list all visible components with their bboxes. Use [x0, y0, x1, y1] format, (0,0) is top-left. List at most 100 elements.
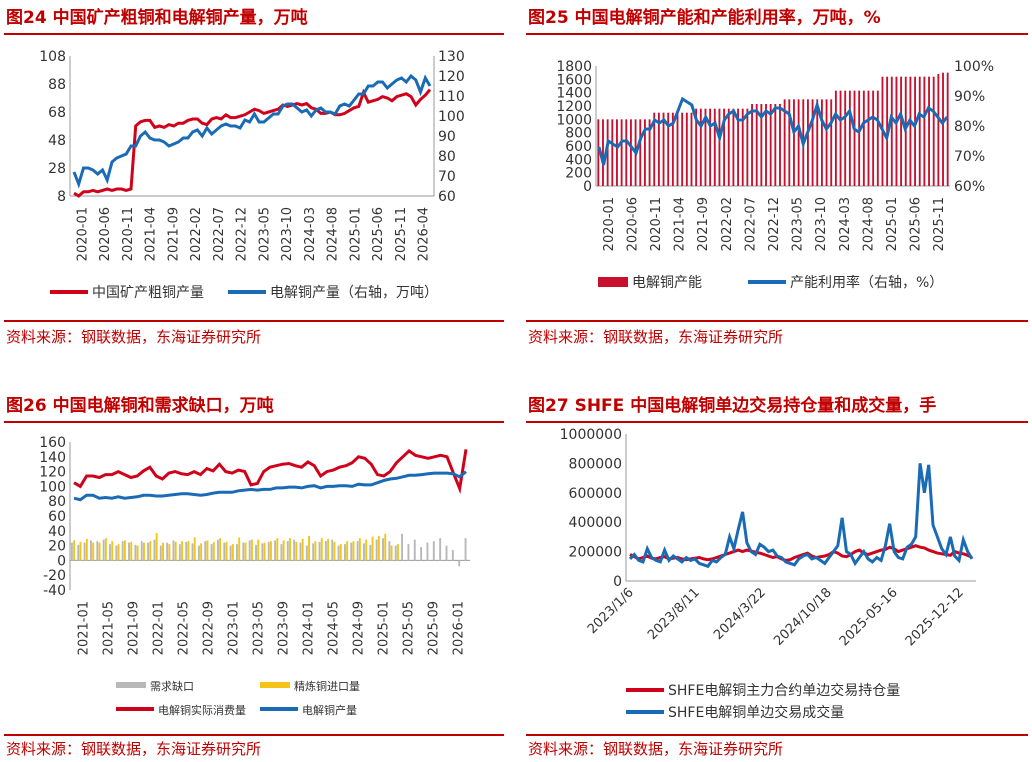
capacity-bar — [779, 104, 781, 186]
series-line — [72, 73, 432, 189]
y-tick-label: 20 — [48, 539, 66, 555]
capacity-bar — [602, 119, 604, 186]
y2-tick-label: 130 — [438, 49, 465, 65]
y2-tick-label: 90% — [954, 89, 985, 105]
x-tick-label: 2023/8/11 — [645, 585, 703, 643]
x-tick-label: 2022-07 — [212, 207, 227, 261]
y-tick-label: 0 — [613, 574, 622, 590]
y2-tick-label: 80% — [954, 119, 985, 135]
capacity-bar — [909, 76, 912, 186]
capacity-bar — [834, 90, 837, 186]
x-tick-label: 2025-12-12 — [903, 585, 967, 649]
capacity-bar — [723, 108, 726, 186]
series-line — [73, 88, 432, 198]
import-bar — [365, 539, 368, 561]
capacity-bar — [816, 99, 819, 186]
gap-bar — [90, 540, 92, 561]
gap-bar — [413, 539, 416, 561]
gap-bar — [172, 540, 175, 561]
import-bar — [339, 544, 342, 561]
y-tick-label: 200000 — [569, 545, 622, 561]
import-bar — [327, 538, 330, 561]
import-bar — [200, 543, 203, 561]
import-bar — [352, 541, 355, 561]
y-tick-label: 400000 — [569, 515, 622, 531]
y-tick-label: 108 — [39, 49, 66, 65]
capacity-bar — [844, 90, 847, 186]
gap-bar — [197, 545, 200, 561]
y-tick-label: 1000 — [556, 112, 592, 128]
legend-swatch — [598, 277, 628, 287]
gap-bar — [210, 544, 213, 561]
x-tick-label: 2025-06 — [909, 197, 924, 251]
x-tick-label: 2020-01 — [602, 197, 617, 251]
x-tick-label: 2020-06 — [98, 207, 113, 261]
panel-title: 图24 中国矿产粗铜和电解铜产量，万吨 — [6, 8, 308, 28]
import-bar — [333, 541, 336, 561]
capacity-bar — [653, 112, 656, 186]
y-tick-label: 1800 — [556, 59, 592, 75]
gap-bar — [356, 541, 359, 561]
capacity-bar — [760, 104, 763, 186]
gap-bar — [293, 539, 296, 561]
import-bar — [92, 542, 95, 561]
import-bar — [371, 536, 374, 561]
y-tick-label: 88 — [48, 77, 66, 93]
y2-tick-label: 70% — [954, 149, 985, 165]
capacity-bar — [820, 99, 823, 186]
gap-bar — [128, 542, 130, 561]
gap-bar — [229, 545, 232, 561]
legend-label: 电解铜产量（右轴，万吨） — [270, 285, 438, 301]
gap-bar — [70, 542, 73, 561]
import-bar — [79, 541, 82, 561]
y-tick-label: 100 — [39, 479, 66, 495]
gap-bar — [274, 540, 277, 561]
x-tick-label: 2023-01 — [227, 601, 242, 655]
capacity-bar — [751, 104, 753, 186]
import-bar — [155, 533, 158, 561]
legend-label: SHFE电解铜主力合约单边交易持仓量 — [668, 682, 900, 699]
capacity-bar — [630, 119, 632, 186]
capacity-bar — [695, 108, 698, 186]
series-line — [73, 470, 467, 502]
capacity-bar — [853, 90, 856, 186]
capacity-bar — [918, 76, 921, 186]
import-bar — [320, 538, 323, 561]
x-tick-label: 2024-03 — [838, 197, 853, 251]
capacity-bar — [937, 74, 940, 186]
gap-bar — [363, 543, 365, 561]
x-tick-label: 2022-07 — [743, 197, 758, 251]
gap-bar — [115, 545, 118, 561]
x-tick-label: 2021-04 — [144, 207, 159, 261]
import-bar — [123, 540, 126, 561]
x-tick-label: 2021-09 — [166, 207, 181, 261]
capacity-bar — [946, 72, 949, 186]
capacity-bar — [774, 104, 777, 186]
gap-bar — [185, 541, 188, 561]
capacity-bar — [667, 112, 670, 186]
y-tick-label: 1400 — [556, 86, 592, 102]
import-bar — [295, 541, 298, 561]
x-tick-label: 2023-10 — [814, 197, 829, 251]
gap-bar — [439, 538, 442, 561]
gap-bar — [267, 541, 270, 561]
legend-label: 电解铜产量 — [302, 703, 357, 717]
capacity-bar — [783, 99, 786, 186]
gap-bar — [261, 543, 264, 561]
gap-bar — [331, 539, 334, 561]
capacity-bar — [862, 90, 865, 186]
capacity-bar — [741, 108, 744, 186]
y-tick-label: 600 — [565, 139, 592, 155]
x-tick-label: 2023-05 — [791, 197, 806, 251]
gap-bar — [96, 541, 99, 561]
x-tick-label: 2025-06 — [371, 207, 386, 261]
capacity-bar — [611, 119, 614, 186]
x-tick-label: 2023-05 — [257, 207, 272, 261]
gap-bar — [178, 544, 181, 561]
y-tick-label: 1000000 — [560, 427, 622, 443]
x-tick-label: 2024-08 — [326, 207, 341, 261]
x-tick-label: 2025-05 — [402, 601, 417, 655]
gap-bar — [109, 544, 111, 561]
